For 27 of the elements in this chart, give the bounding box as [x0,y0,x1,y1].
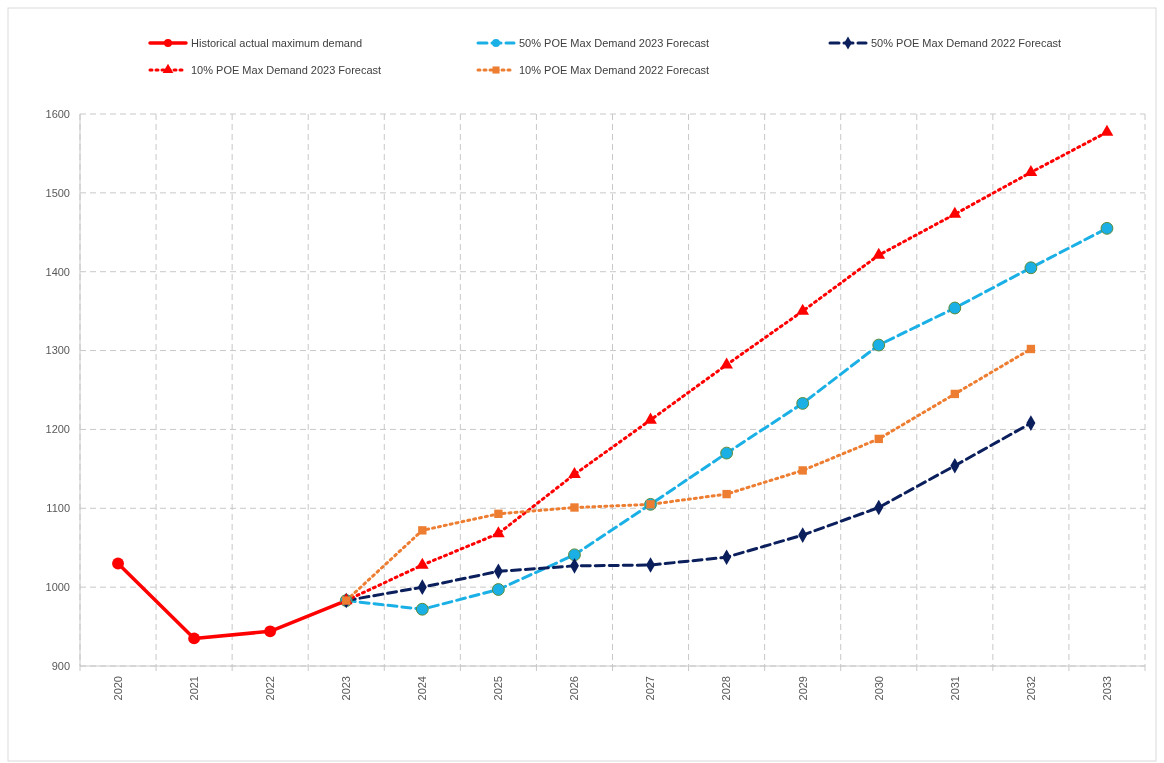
y-tick-label: 1300 [45,344,70,357]
legend-label: Historical actual maximum demand [191,36,363,49]
x-tick-label: 2028 [720,676,733,701]
x-tick-label: 2020 [111,676,124,701]
x-tick-label: 2030 [872,676,885,701]
y-tick-label: 1000 [45,580,70,593]
x-tick-label: 2022 [264,676,277,701]
x-tick-label: 2031 [948,676,961,701]
y-tick-label: 1500 [45,186,70,199]
y-tick-label: 1200 [45,423,70,436]
x-tick-label: 2033 [1100,676,1113,701]
y-tick-label: 1600 [45,107,70,120]
x-tick-label: 2027 [644,676,657,701]
x-tick-label: 2024 [416,676,429,701]
legend-label: 10% POE Max Demand 2023 Forecast [191,63,382,76]
legend-label: 50% POE Max Demand 2023 Forecast [519,36,710,49]
x-tick-label: 2025 [492,676,505,701]
x-tick-label: 2026 [568,676,581,701]
legend-label: 10% POE Max Demand 2022 Forecast [519,63,710,76]
y-tick-label: 1400 [45,265,70,278]
x-tick-label: 2023 [340,676,353,701]
y-tick-label: 1100 [46,502,70,515]
x-tick-label: 2032 [1024,676,1037,701]
legend-label: 50% POE Max Demand 2022 Forecast [871,36,1062,49]
y-tick-label: 900 [51,659,70,672]
x-tick-label: 2021 [187,676,200,701]
x-tick-label: 2029 [796,676,809,701]
